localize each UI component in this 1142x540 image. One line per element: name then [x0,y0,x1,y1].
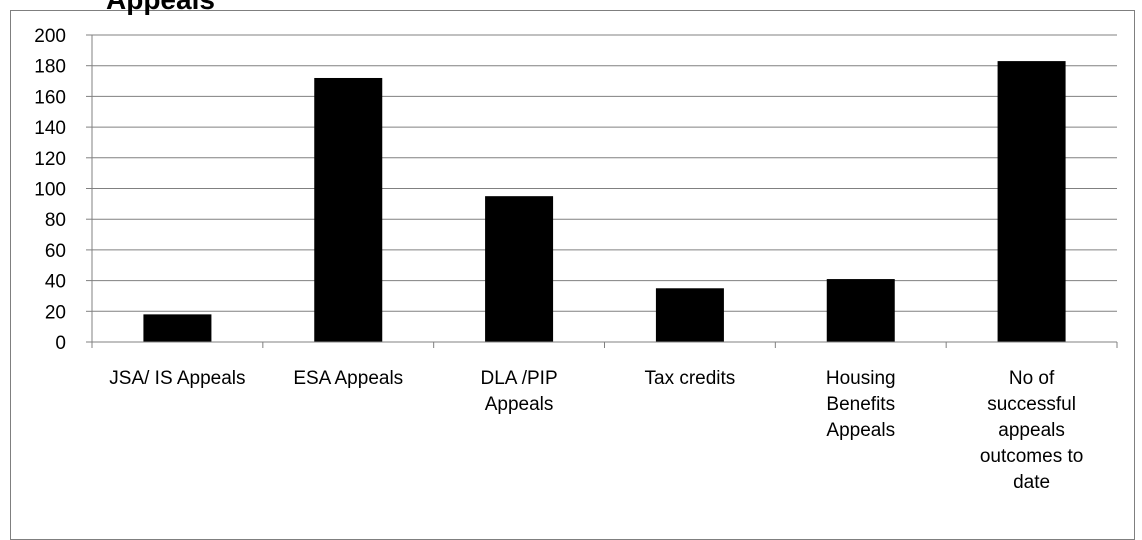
x-category-label-line: DLA /PIP [481,368,558,389]
x-category-label-line: appeals [998,420,1065,441]
x-category-label-line: Housing [826,368,896,389]
bar [655,288,724,342]
x-category-labels: JSA/ IS Appeals ESA Appeals DLA /PIP Appeal… [109,368,1083,493]
x-category-label-line: Appeals [485,394,554,415]
y-tick-label: 180 [34,57,66,78]
x-category-label-line: JSA/ IS Appeals [109,368,245,389]
x-category-label-line: outcomes to [980,446,1084,467]
y-tick-label: 160 [34,87,66,108]
x-category-label-line: Benefits [826,394,895,415]
gridlines [92,34,1117,312]
axes [86,34,1118,348]
y-tick-label: 200 [34,26,66,47]
x-category-label-line: Appeals [826,420,895,441]
x-category-label: DLA /PIP Appeals [481,368,558,415]
y-tick-label: 60 [45,241,66,262]
x-category-label: ESA Appeals [293,368,403,389]
x-category-label-line: date [1013,472,1050,493]
y-tick-label: 40 [45,272,66,293]
x-category-label: Tax credits [645,368,736,389]
y-tick-label: 100 [34,180,66,201]
y-tick-label: 80 [45,210,66,231]
x-category-label: No of successful appeals outcomes to date [980,368,1084,493]
x-category-label: JSA/ IS Appeals [109,368,245,389]
x-category-label-line: No of [1009,368,1055,389]
x-category-label-line: Tax credits [645,368,736,389]
x-category-label-line: ESA Appeals [293,368,403,389]
bar [826,279,895,342]
y-tick-label: 20 [45,302,66,323]
x-category-label-line: successful [987,394,1076,415]
y-tick-label: 120 [34,149,66,170]
x-category-label: Housing Benefits Appeals [826,368,896,441]
y-tick-label: 0 [55,333,66,354]
chart-title-partial: Appeals [106,0,215,16]
y-tick-labels: 0 20 40 60 80 100 120 140 160 180 200 [34,26,66,354]
y-tick-label: 140 [34,118,66,139]
bars [143,61,1066,342]
bar [143,314,212,342]
bar [314,77,383,342]
bar [485,196,554,342]
bar [997,61,1066,342]
